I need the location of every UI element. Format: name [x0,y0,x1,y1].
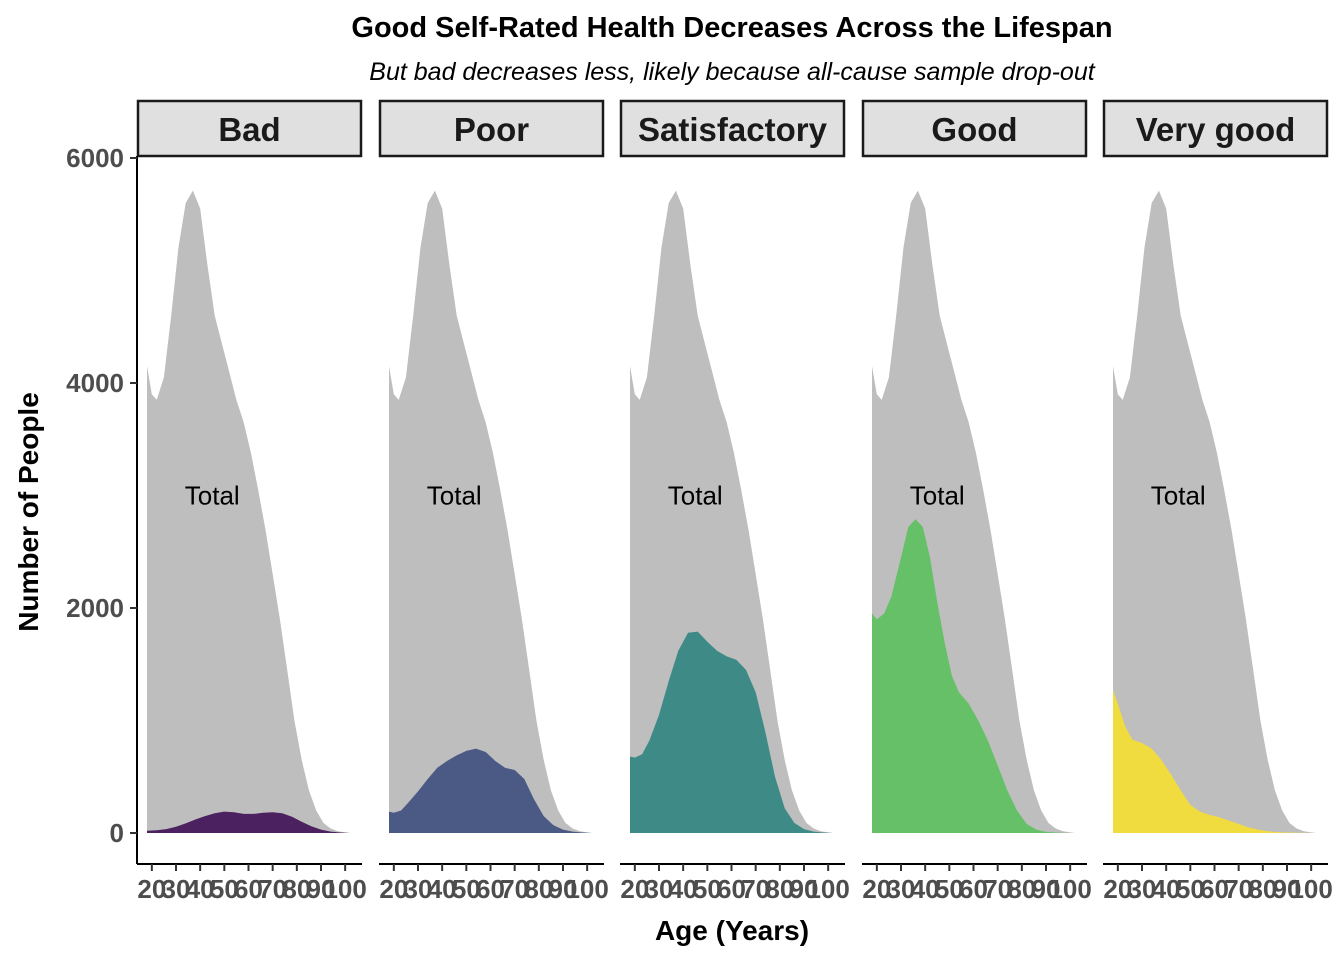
total-area [147,190,350,834]
x-tick-label: 70 [983,874,1012,904]
facet-strip-label: Bad [218,111,280,148]
facet-strip [378,99,605,158]
x-tick-label: 90 [307,874,336,904]
chart-subtitle: But bad decreases less, likely because a… [369,58,1095,86]
x-tick-label: 20 [137,874,166,904]
x-tick-label: 30 [162,874,191,904]
x-tick-label: 40 [1152,874,1181,904]
x-tick-label: 40 [911,874,940,904]
x-tick-label: 20 [379,874,408,904]
facet-strip [861,99,1088,158]
series-area [147,811,350,833]
x-tick-label: 60 [234,874,263,904]
x-tick-label: 70 [500,874,529,904]
x-tick-label: 100 [806,874,849,904]
x-tick-label: 90 [1032,874,1061,904]
x-tick-label: 60 [476,874,505,904]
x-tick-label: 60 [1200,874,1229,904]
series-area [630,631,833,833]
y-axis: 0 2000 4000 6000 [66,143,138,864]
x-tick-label: 60 [717,874,746,904]
total-annotation: Total [910,481,965,511]
x-tick-label: 40 [428,874,457,904]
series-area [1113,690,1316,833]
total-annotation: Total [1151,481,1206,511]
y-axis-title: Number of People [13,392,44,632]
x-tick-label: 100 [565,874,608,904]
x-tick-label: 100 [323,874,366,904]
x-tick-label: 70 [1224,874,1253,904]
x-tick-label: 50 [935,874,964,904]
x-tick-label: 50 [693,874,722,904]
x-tick-label: 20 [1103,874,1132,904]
facet-strip [619,99,846,158]
x-tick-label: 30 [1128,874,1157,904]
x-tick-label: 20 [620,874,649,904]
total-area [389,190,592,834]
series-area [389,748,592,833]
x-tick-label: 80 [765,874,794,904]
facet-strip-label: Satisfactory [638,111,828,148]
x-tick-label: 60 [959,874,988,904]
x-tick-label: 70 [258,874,287,904]
x-tick-label: 50 [1176,874,1205,904]
total-annotation: Total [668,481,723,511]
facet-strip-label: Poor [454,111,529,148]
series-area [872,519,1075,833]
y-tick-label: 0 [110,818,124,848]
y-tick-label: 6000 [66,143,124,173]
x-tick-label: 80 [1007,874,1036,904]
x-tick-label: 30 [887,874,916,904]
x-tick-label: 30 [404,874,433,904]
x-axis-title: Age (Years) [655,915,809,946]
y-tick-label: 4000 [66,368,124,398]
x-tick-label: 20 [862,874,891,904]
total-annotation: Total [185,481,240,511]
total-area [1113,190,1316,834]
x-tick-label: 90 [790,874,819,904]
x-tick-label: 40 [186,874,215,904]
facet-strip [136,99,363,158]
x-tick-label: 80 [524,874,553,904]
x-tick-label: 30 [645,874,674,904]
x-tick-label: 80 [1248,874,1277,904]
facet-panels: BadTotal2030405060708090100PoorTotal2030… [136,99,1333,904]
x-tick-label: 100 [1048,874,1091,904]
x-tick-label: 80 [282,874,311,904]
y-tick-label: 2000 [66,593,124,623]
total-annotation: Total [427,481,482,511]
facet-strip-label: Very good [1136,111,1296,148]
x-tick-label: 50 [452,874,481,904]
facet-strip-label: Good [931,111,1017,148]
chart-title: Good Self-Rated Health Decreases Across … [351,12,1112,44]
x-tick-label: 100 [1289,874,1332,904]
x-tick-label: 40 [669,874,698,904]
x-tick-label: 90 [549,874,578,904]
x-tick-label: 50 [210,874,239,904]
facet-strip [1102,99,1329,158]
x-tick-label: 70 [741,874,770,904]
x-tick-label: 90 [1273,874,1302,904]
